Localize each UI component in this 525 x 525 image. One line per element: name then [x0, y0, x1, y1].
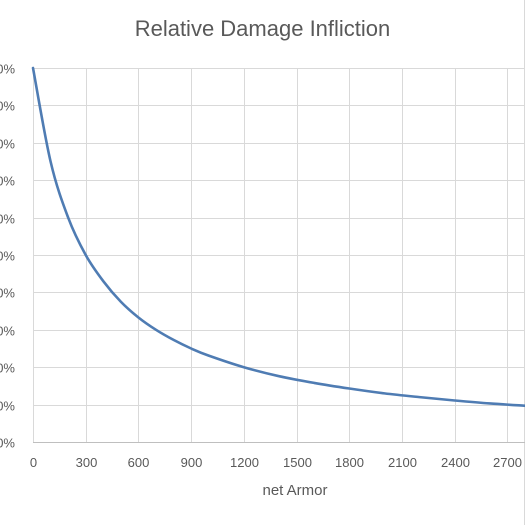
x-tick-label: 2400: [441, 455, 470, 470]
x-tick-label: 0: [30, 455, 37, 470]
x-tick-label: 900: [181, 455, 203, 470]
x-tick-label: 300: [76, 455, 98, 470]
y-tick-label: 0%: [0, 436, 15, 451]
x-tick-label: 600: [128, 455, 150, 470]
y-tick-label: 70%: [0, 174, 15, 189]
x-tick-label: 1800: [335, 455, 364, 470]
x-tick-label: 2700: [493, 455, 522, 470]
tick-labels: 0% 10% 20% 30% 40% 50% 60% 70% 80% 90% 100% 0 300 600…: [0, 62, 522, 471]
x-tick-label: 2100: [388, 455, 417, 470]
y-tick-label: 40%: [0, 286, 15, 301]
grid-lines: [33, 68, 525, 442]
y-tick-label: 80%: [0, 137, 15, 152]
series-layer: [31, 66, 525, 408]
series-line: [31, 66, 525, 408]
y-tick-label: 30%: [0, 324, 15, 339]
x-axis-label: net Armor: [262, 482, 328, 499]
y-tick-label: 10%: [0, 399, 15, 414]
x-tick-label: 1200: [230, 455, 259, 470]
y-tick-label: 100%: [0, 62, 15, 77]
y-tick-label: 90%: [0, 99, 15, 114]
y-tick-label: 50%: [0, 249, 15, 264]
y-tick-label: 20%: [0, 361, 15, 376]
y-tick-label: 60%: [0, 212, 15, 227]
x-tick-label: 1500: [283, 455, 312, 470]
chart-title: Relative Damage Infliction: [134, 16, 391, 41]
